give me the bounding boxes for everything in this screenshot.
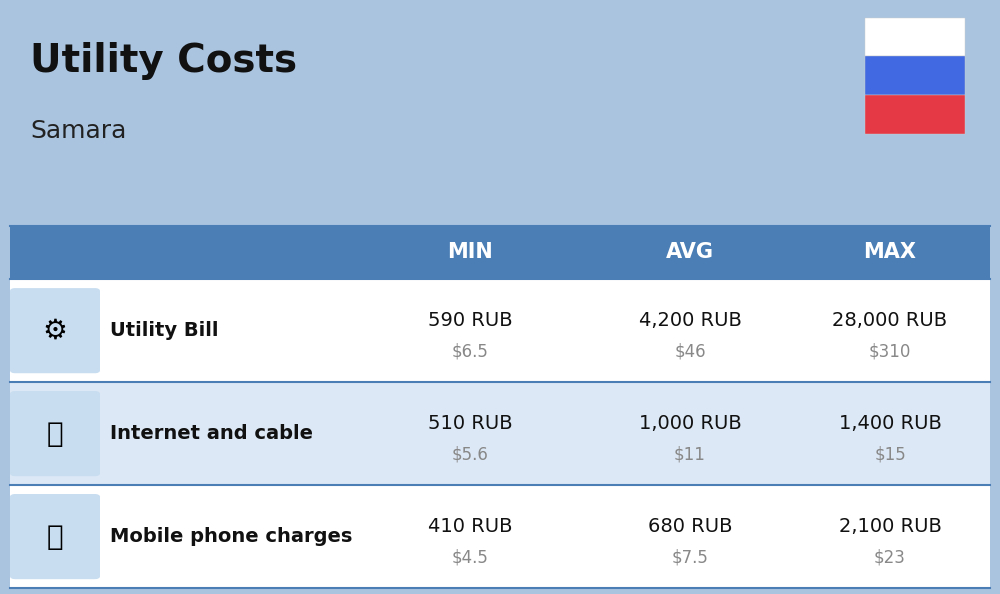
Text: 1,000 RUB: 1,000 RUB [639,414,741,433]
FancyBboxPatch shape [10,279,990,382]
Text: Internet and cable: Internet and cable [110,424,313,443]
FancyBboxPatch shape [10,288,100,373]
Text: Utility Costs: Utility Costs [30,42,297,80]
Text: 1,400 RUB: 1,400 RUB [839,414,941,433]
Text: 📱: 📱 [47,523,63,551]
FancyBboxPatch shape [865,56,965,95]
FancyBboxPatch shape [10,382,990,485]
Text: $5.6: $5.6 [452,446,488,463]
Text: 2,100 RUB: 2,100 RUB [839,517,941,536]
Text: 510 RUB: 510 RUB [428,414,512,433]
Text: MAX: MAX [864,242,916,263]
Text: 590 RUB: 590 RUB [428,311,512,330]
Text: $11: $11 [674,446,706,463]
Text: $46: $46 [674,342,706,360]
Text: 4,200 RUB: 4,200 RUB [639,311,741,330]
FancyBboxPatch shape [865,18,965,56]
Text: 📶: 📶 [47,419,63,448]
FancyBboxPatch shape [10,485,990,588]
Text: 410 RUB: 410 RUB [428,517,512,536]
Text: Mobile phone charges: Mobile phone charges [110,527,352,546]
FancyBboxPatch shape [10,226,990,279]
FancyBboxPatch shape [10,391,100,476]
Text: $23: $23 [874,548,906,566]
Text: AVG: AVG [666,242,714,263]
Text: MIN: MIN [447,242,493,263]
Text: $6.5: $6.5 [452,342,488,360]
Text: Utility Bill: Utility Bill [110,321,218,340]
Text: Samara: Samara [30,119,126,143]
Text: 28,000 RUB: 28,000 RUB [832,311,948,330]
Text: $15: $15 [874,446,906,463]
FancyBboxPatch shape [10,494,100,579]
Text: $4.5: $4.5 [452,548,488,566]
Text: 680 RUB: 680 RUB [648,517,732,536]
Text: ⚙: ⚙ [43,317,67,345]
FancyBboxPatch shape [865,95,965,134]
Text: $7.5: $7.5 [672,548,708,566]
Text: $310: $310 [869,342,911,360]
